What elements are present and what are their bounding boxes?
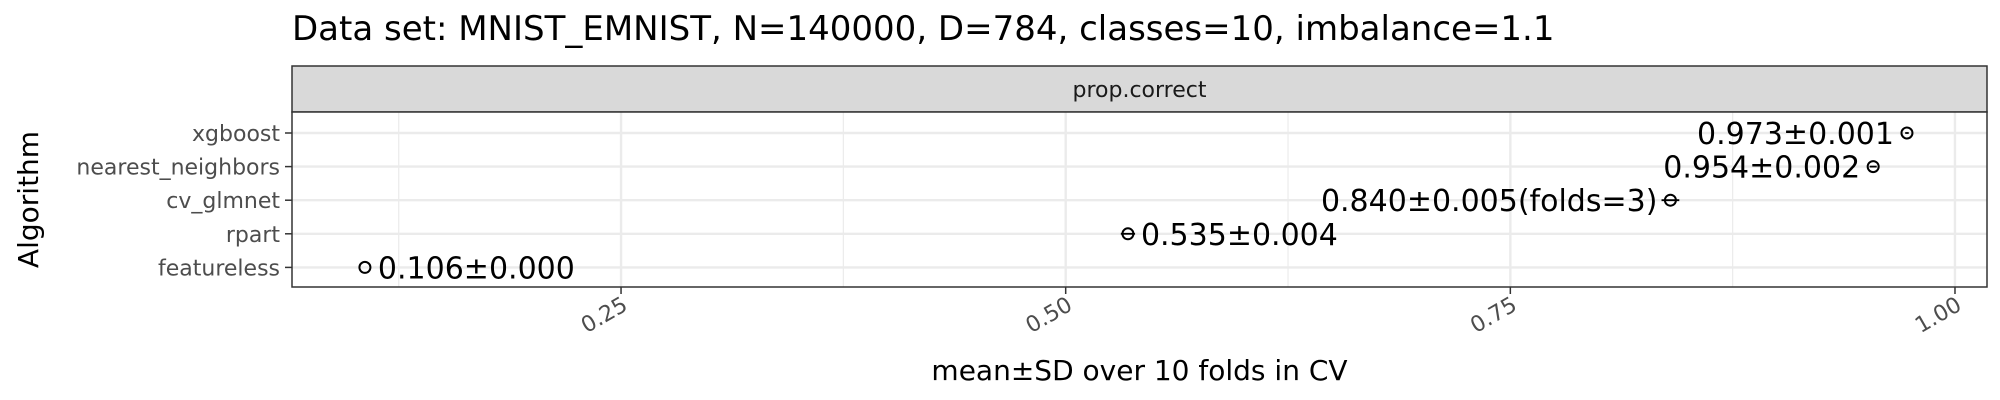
- point-marker: [1866, 160, 1880, 174]
- y-tick-label: cv_glmnet: [166, 189, 280, 214]
- x-axis-title: mean±SD over 10 folds in CV: [931, 354, 1347, 387]
- y-tick-label: featureless: [158, 256, 280, 281]
- x-tick-label: 0.75: [1466, 293, 1521, 339]
- chart-title: Data set: MNIST_EMNIST, N=140000, D=784,…: [292, 9, 1555, 49]
- y-axis-title: Algorithm: [12, 131, 45, 268]
- grid-lines: [292, 112, 1987, 287]
- facet-label: prop.correct: [1073, 78, 1207, 103]
- x-tick-label: 0.25: [577, 293, 632, 339]
- point-marker: [358, 260, 372, 274]
- y-tick-label: xgboost: [192, 122, 280, 147]
- data-label: 0.106±0.000: [378, 251, 575, 286]
- data-label: 0.973±0.001: [1697, 117, 1894, 152]
- facet-strip: [291, 65, 1988, 113]
- data-label: 0.954±0.002: [1663, 151, 1860, 186]
- x-tick-label: 1.00: [1911, 293, 1966, 339]
- point-marker: [1663, 193, 1677, 207]
- x-axis: 0.25 0.50 0.75 1.00: [577, 287, 1966, 339]
- point-marker: [1900, 126, 1914, 140]
- point-marker: [1121, 227, 1135, 241]
- data-label: 0.840±0.005(folds=3): [1321, 184, 1657, 219]
- data-label: 0.535±0.004: [1141, 218, 1338, 253]
- y-tick-label: rpart: [226, 223, 281, 248]
- x-tick-label: 0.50: [1022, 293, 1077, 339]
- data-points: 0.973±0.0010.954±0.0020.840±0.005(folds=…: [358, 117, 1914, 286]
- y-tick-label: nearest_neighbors: [76, 156, 280, 181]
